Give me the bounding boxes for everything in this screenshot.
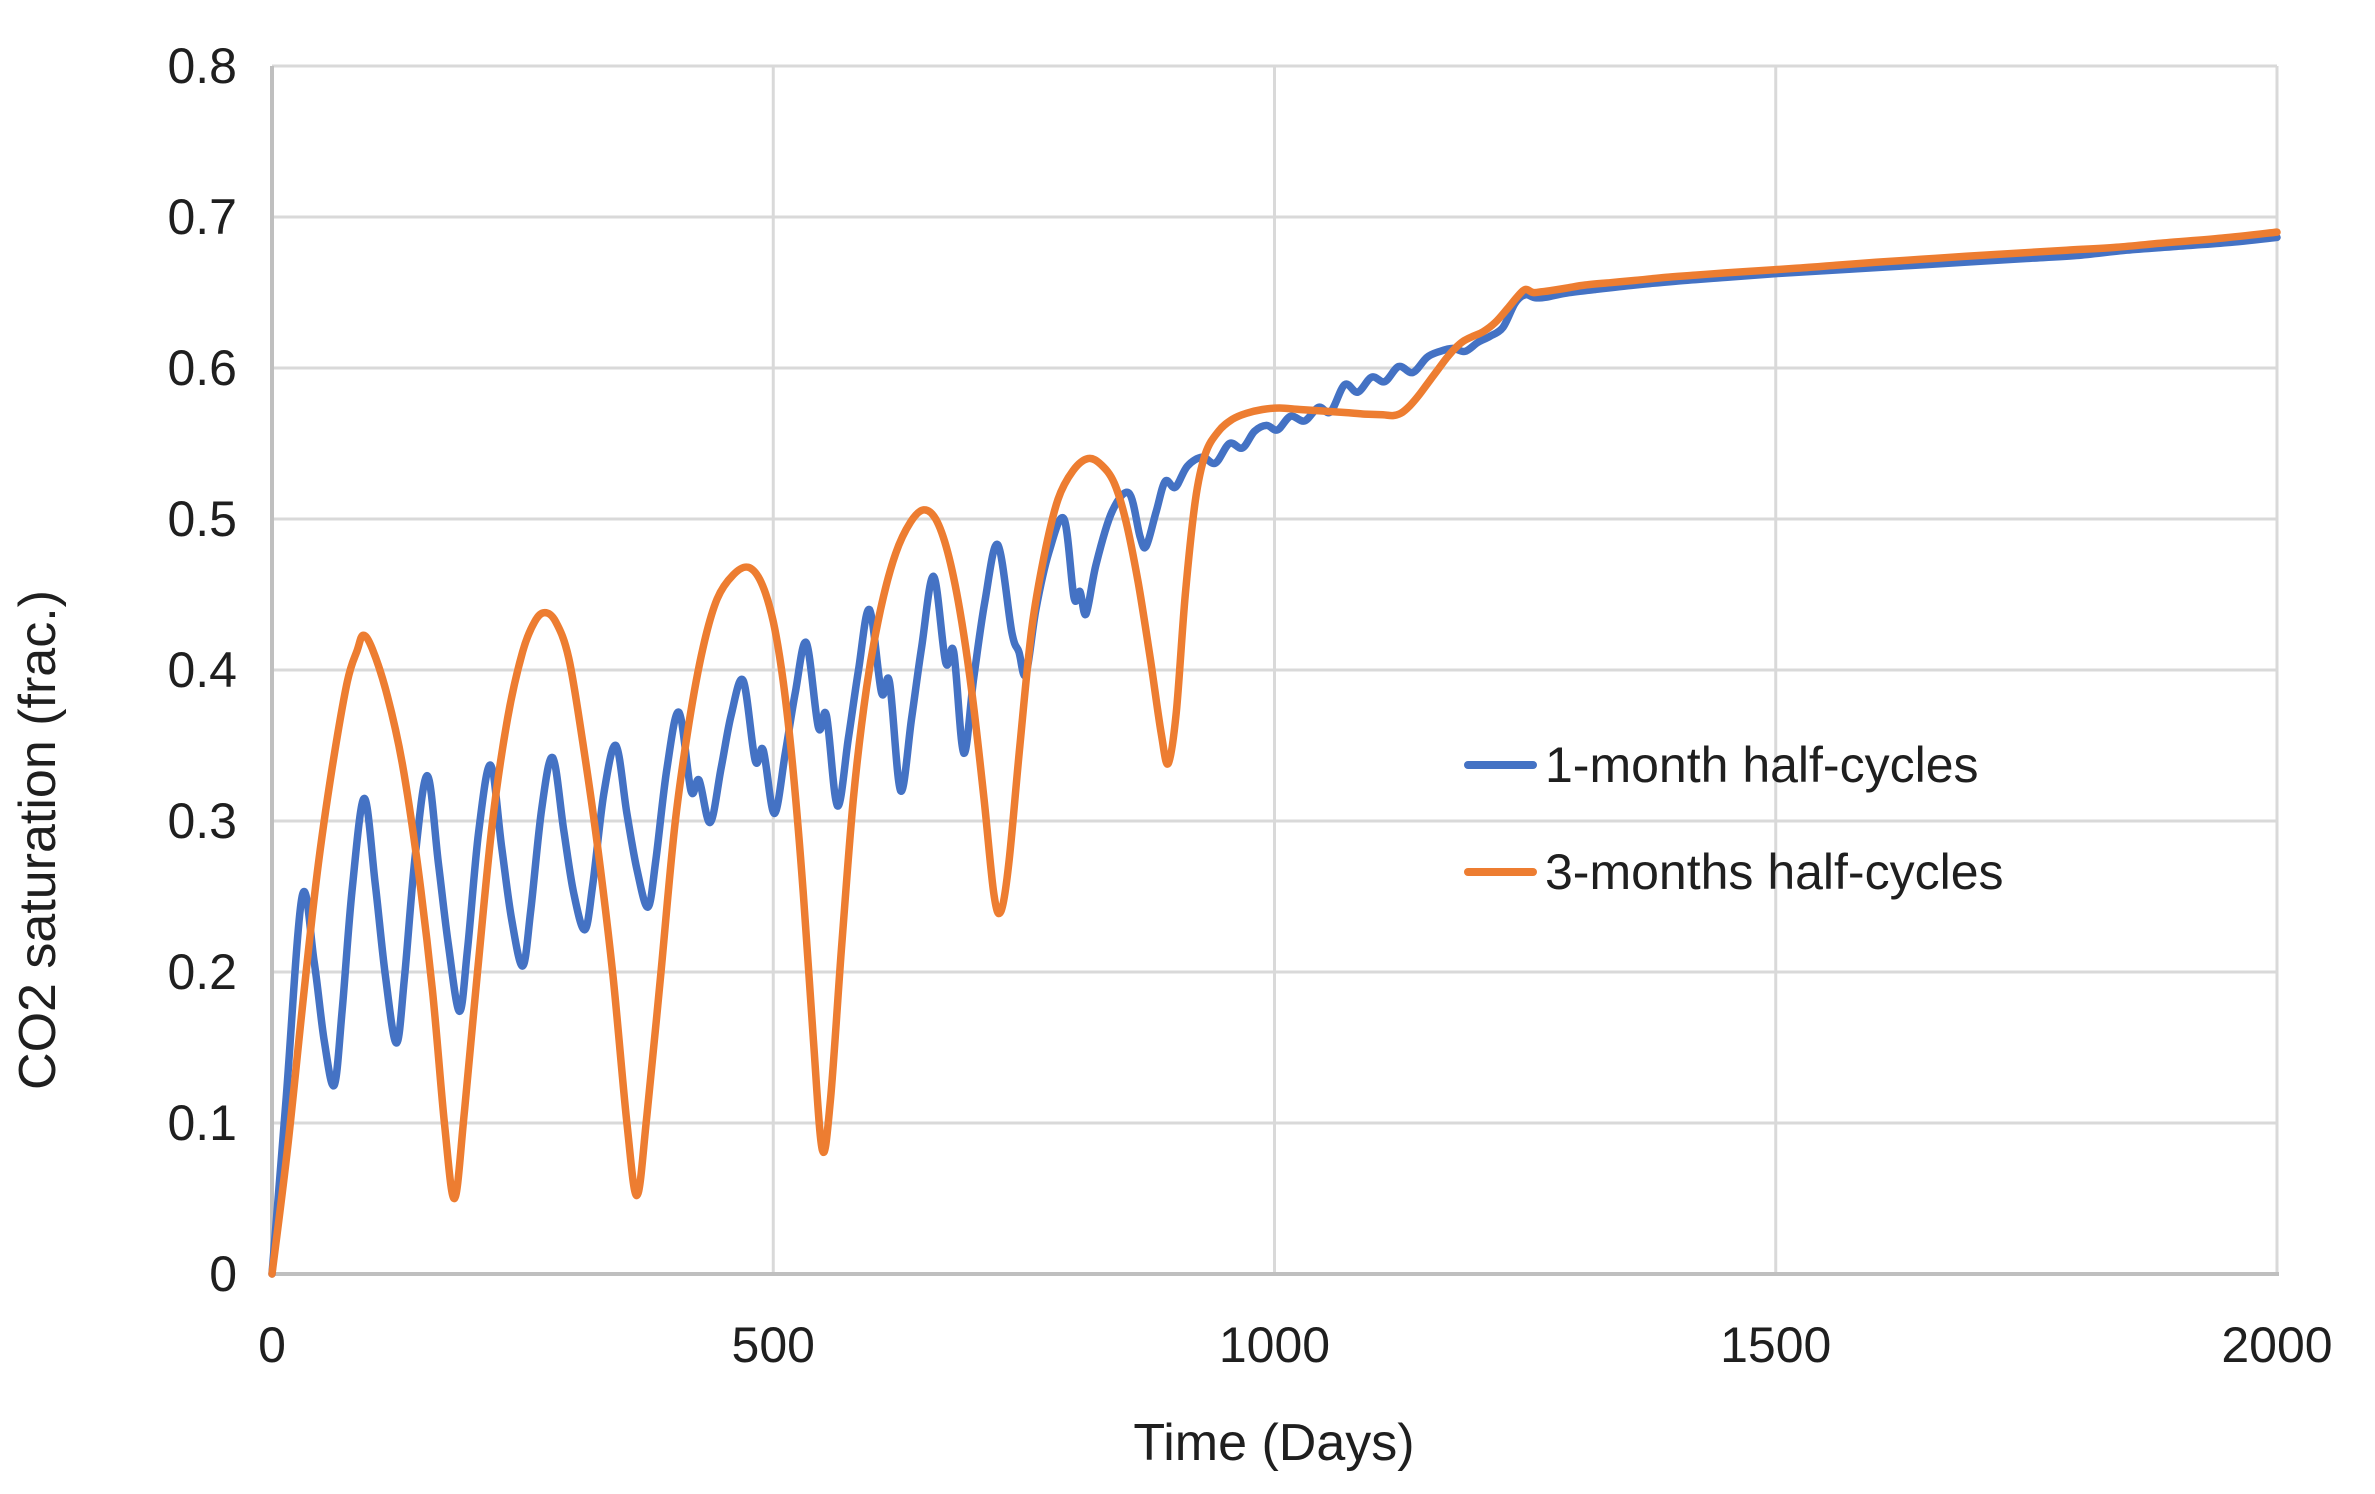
x-axis-title: Time (Days): [1133, 1414, 1414, 1472]
x-tick-label-2000: 2000: [2221, 1317, 2332, 1373]
y-tick-label-0.1: 0.1: [167, 1095, 237, 1151]
legend-item-1-month: 1-month half-cycles: [1464, 737, 1979, 793]
legend-item-3-months: 3-months half-cycles: [1464, 844, 2004, 900]
y-tick-label-0.3: 0.3: [167, 793, 237, 849]
y-tick-label-0.7: 0.7: [167, 189, 237, 245]
legend-label-3-months: 3-months half-cycles: [1545, 844, 2004, 900]
x-tick-label-1000: 1000: [1219, 1317, 1330, 1373]
y-tick-label-0.6: 0.6: [167, 340, 237, 396]
legend-label-1-month: 1-month half-cycles: [1545, 737, 1979, 793]
legend: 1-month half-cycles 3-months half-cycles: [1464, 737, 2004, 900]
x-tick-label-1500: 1500: [1720, 1317, 1831, 1373]
y-tick-label-0: 0: [209, 1246, 237, 1302]
series-line-3-months: [268, 228, 2281, 1278]
data-series: [268, 228, 2281, 1278]
tick-labels: 0 0.1 0.2 0.3 0.4 0.5 0.6 0.7 0.8 0 500 1000 1500 200…: [167, 38, 2332, 1373]
y-tick-label-0.5: 0.5: [167, 491, 237, 547]
y-axis-title: CO2 saturation (frac.): [9, 590, 67, 1090]
y-tick-label-0.8: 0.8: [167, 38, 237, 94]
y-tick-label-0.4: 0.4: [167, 642, 237, 698]
x-tick-label-0: 0: [258, 1317, 286, 1373]
series-line-1-month: [268, 233, 2281, 1278]
axis-lines: [270, 66, 2279, 1276]
y-tick-label-0.2: 0.2: [167, 944, 237, 1000]
x-tick-label-500: 500: [732, 1317, 815, 1373]
